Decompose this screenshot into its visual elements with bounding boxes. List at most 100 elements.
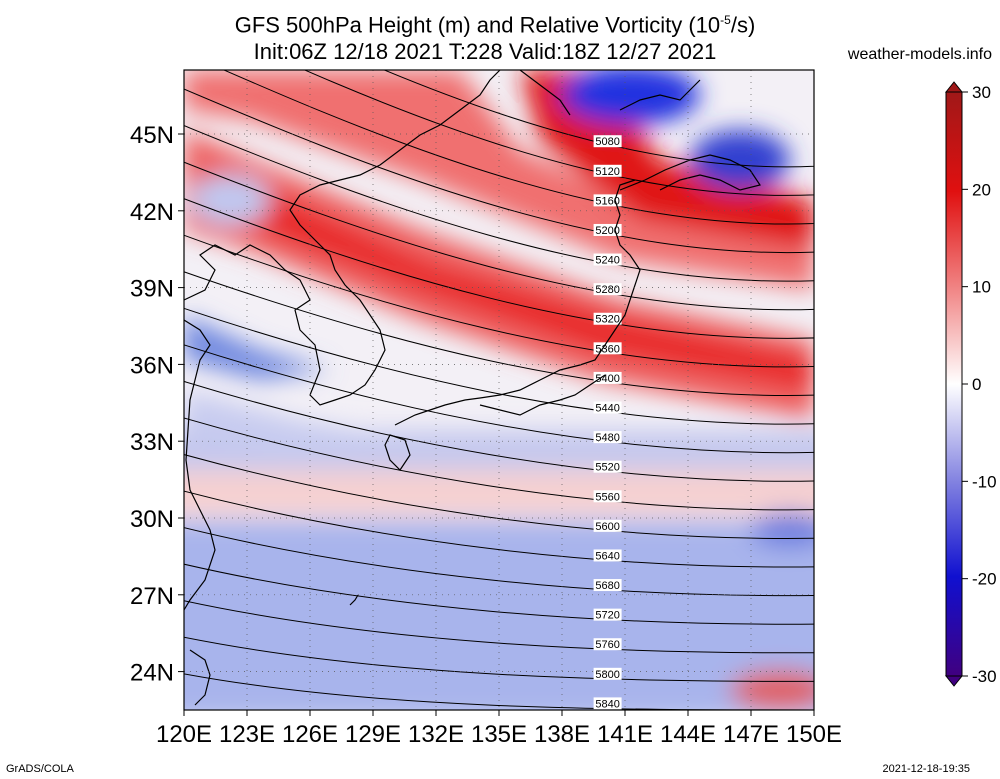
vorticity-field [184, 70, 814, 710]
contour-label-box [593, 401, 622, 414]
contour-label-box [593, 223, 622, 236]
height-contour [184, 417, 814, 511]
contour-label-box [593, 579, 622, 592]
lon-tick-label: 132E [408, 721, 464, 748]
contour-label: 5200 [595, 225, 619, 237]
contour-label: 5240 [595, 255, 619, 267]
lat-tick-label: 36N [130, 352, 174, 379]
height-contour [184, 161, 814, 311]
contour-label: 5080 [595, 136, 619, 148]
contour-label-box [593, 608, 622, 621]
contour-label-box [593, 460, 622, 473]
colorbar-tick-label: 20 [972, 180, 991, 199]
contour-label: 5320 [595, 314, 619, 326]
latitude-axis: 24N 27N 30N 33N 36N 39N 42N 45N [130, 122, 184, 687]
contour-label-box [593, 697, 622, 710]
height-contour [184, 234, 814, 368]
lon-tick-label: 150E [786, 721, 842, 748]
height-contour [184, 563, 814, 625]
lon-tick-label: 120E [156, 721, 212, 748]
title-text: GFS 500hPa Height (m) and Relative Vorti… [234, 12, 721, 38]
height-contour [184, 125, 814, 282]
contour-label-box [593, 194, 622, 207]
height-contour [184, 88, 814, 254]
contour-label-box [593, 431, 622, 444]
height-contour [184, 527, 814, 597]
colorbar-tick-label: -10 [972, 472, 997, 491]
height-contours [184, 70, 814, 710]
contour-label: 5160 [595, 195, 619, 207]
colorbar-tick-label: 0 [972, 375, 981, 394]
title-end: /s) [730, 12, 756, 38]
chart-title-line1: GFS 500hPa Height (m) and Relative Vorti… [0, 8, 990, 37]
contour-label: 5440 [595, 403, 619, 415]
height-contour [184, 490, 814, 568]
contour-label: 5400 [595, 373, 619, 385]
lon-tick-label: 147E [723, 721, 779, 748]
contour-label: 5760 [595, 639, 619, 651]
contour-label: 5680 [595, 580, 619, 592]
height-contour [184, 344, 814, 454]
contour-label: 5840 [595, 698, 619, 710]
colorbar-max-arrow [944, 81, 964, 93]
coastlines [184, 70, 761, 706]
height-contour [184, 600, 814, 654]
chart-title-line2: Init:06Z 12/18 2021 T:228 Valid:18Z 12/2… [253, 39, 717, 64]
colorbar-tick-label: 10 [972, 278, 991, 297]
contour-label-box [593, 253, 622, 266]
contour-label-box [593, 490, 622, 503]
lon-tick-label: 135E [471, 721, 527, 748]
contour-label-box [593, 135, 622, 148]
contour-label-box [593, 371, 622, 384]
contour-label-box [593, 519, 622, 532]
height-contour [383, 70, 814, 168]
lon-tick-label: 144E [660, 721, 716, 748]
lat-tick-label: 33N [130, 429, 174, 456]
contour-label: 5280 [595, 284, 619, 296]
colorbar-scale [945, 91, 963, 677]
footer-timestamp: 2021-12-18-19:35 [882, 763, 970, 775]
contour-label: 5560 [595, 491, 619, 503]
lat-tick-label: 39N [130, 276, 174, 303]
contour-label-box [593, 638, 622, 651]
lon-tick-label: 123E [219, 721, 275, 748]
longitude-axis: 120E 123E 126E 129E 132E 135E 138E 141E 144E 147E… [156, 710, 842, 748]
colorbar-tick-label: -20 [972, 570, 997, 589]
contour-label: 5480 [595, 432, 619, 444]
height-contour [184, 198, 814, 339]
lon-tick-label: 141E [597, 721, 653, 748]
lat-tick-label: 42N [130, 199, 174, 226]
height-contour [184, 454, 814, 539]
lon-tick-label: 129E [345, 721, 401, 748]
contour-label: 5600 [595, 521, 619, 533]
contour-label-box [593, 549, 622, 562]
lat-tick-label: 45N [130, 122, 174, 149]
height-contour [184, 271, 814, 397]
contour-label-box [593, 283, 622, 296]
site-name: weather-models.info [847, 46, 992, 63]
height-contour [184, 636, 814, 682]
contour-label-box [593, 164, 622, 177]
contour-label: 5720 [595, 610, 619, 622]
lat-tick-label: 27N [130, 583, 174, 610]
height-contour [184, 380, 814, 482]
contour-label: 5800 [595, 669, 619, 681]
height-contour [222, 70, 814, 225]
contour-label: 5360 [595, 343, 619, 355]
contour-label: 5120 [595, 166, 619, 178]
contour-label: 5640 [595, 550, 619, 562]
colorbar: 30 20 10 0 -10 -20 -30 [944, 81, 997, 687]
lon-tick-label: 138E [534, 721, 590, 748]
title-superscript: -5 [720, 13, 731, 27]
contour-label: 5520 [595, 462, 619, 474]
colorbar-min-arrow [944, 675, 964, 687]
colorbar-tick-label: -30 [972, 667, 997, 686]
height-contour [184, 307, 814, 425]
lat-tick-label: 30N [130, 506, 174, 533]
height-contour [303, 70, 814, 196]
contour-label-box [593, 312, 622, 325]
lon-tick-label: 126E [282, 721, 338, 748]
footer-software: GrADS/COLA [6, 763, 74, 775]
lat-tick-label: 24N [130, 660, 174, 687]
